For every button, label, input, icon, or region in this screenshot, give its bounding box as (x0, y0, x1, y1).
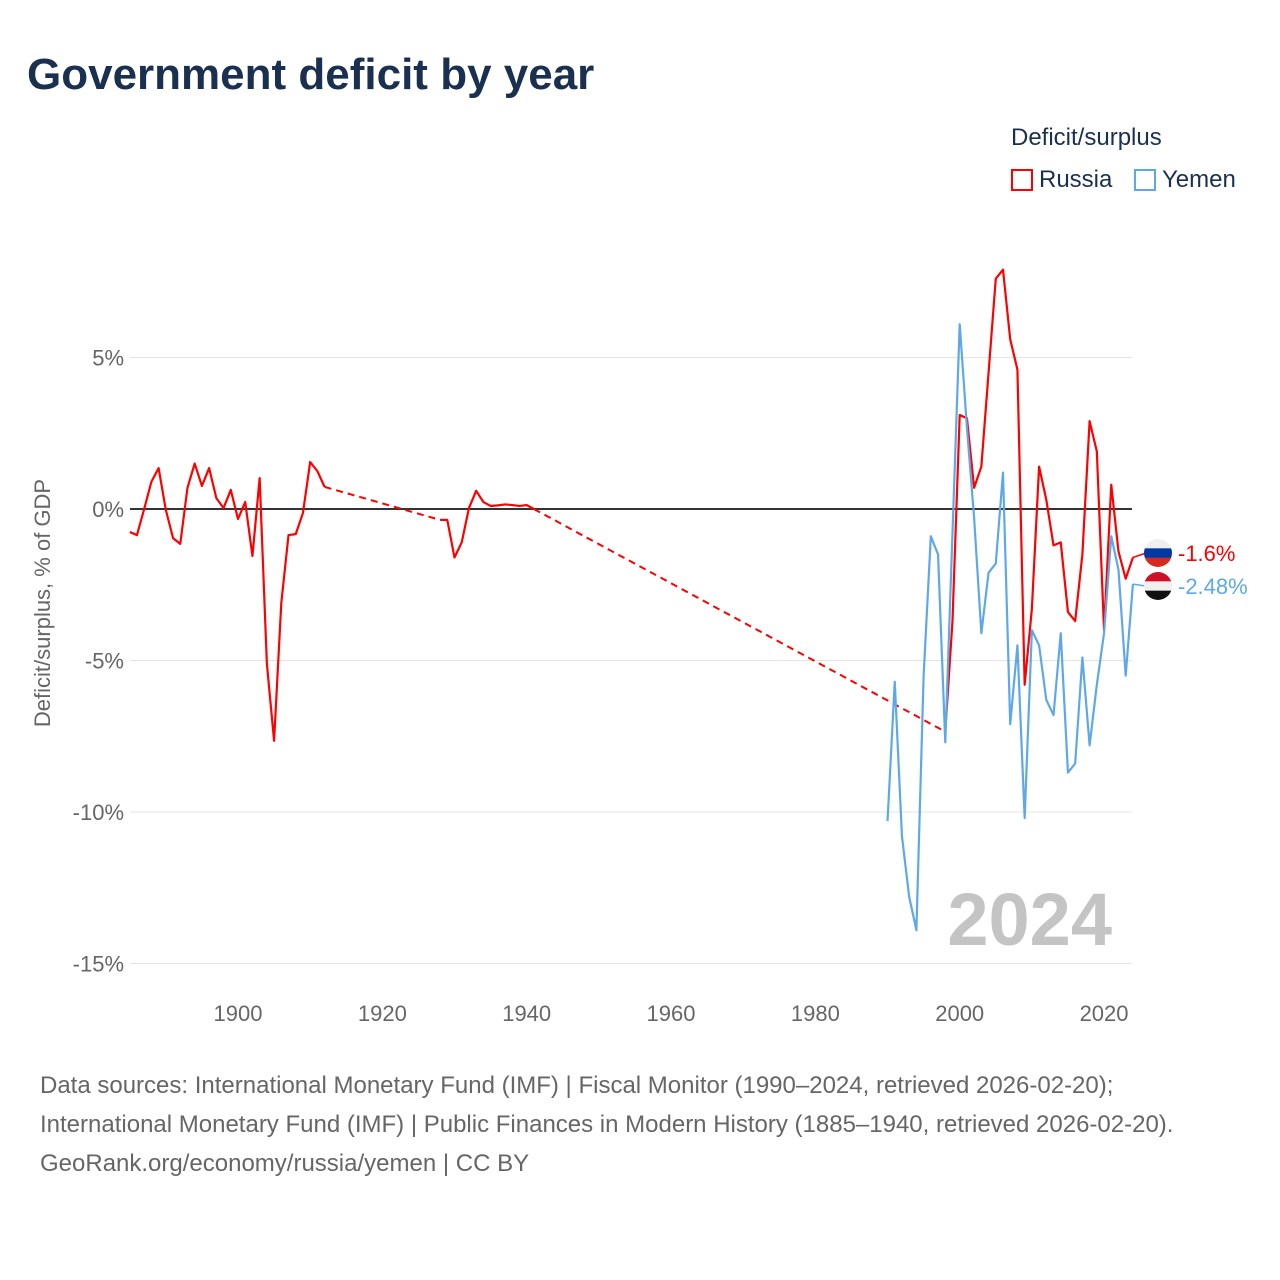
y-tick-label: -10% (73, 800, 124, 825)
x-tick-label: 1920 (358, 1001, 407, 1026)
source-note: Data sources: International Monetary Fun… (40, 1066, 1240, 1183)
legend-label: Yemen (1162, 166, 1236, 193)
series-line-russia (129, 460, 326, 742)
chart-title: Government deficit by year (27, 50, 595, 99)
flag-icon-russia (1144, 539, 1172, 549)
y-tick-label: -5% (85, 649, 124, 674)
end-value-label: -2.48% (1178, 574, 1248, 599)
end-label-connector (1132, 552, 1147, 559)
legend-item-yemen[interactable]: Yemen (1134, 166, 1236, 194)
series-gap-dashed (324, 485, 441, 521)
x-tick-label: 1900 (214, 1001, 263, 1026)
x-tick-label: 1940 (502, 1001, 551, 1026)
source-text: Data sources: International Monetary Fun… (40, 1072, 1174, 1138)
y-tick-label: -15% (73, 952, 124, 977)
flag-icon-russia (1144, 557, 1172, 567)
plot-area: 5% 0% -5% -10% -15% 1900 1920 1940 1960 1980 2000 2… (30, 268, 1248, 1026)
x-tick-label: 1980 (791, 1001, 840, 1026)
year-watermark: 2024 (947, 878, 1112, 961)
flag-icon-yemen (1144, 581, 1172, 592)
series-line-yemen (886, 323, 1135, 932)
series-gap-dashed (533, 508, 946, 733)
series-line-russia (944, 268, 1134, 732)
flag-icon-yemen (1144, 590, 1172, 600)
y-tick-label: 0% (92, 497, 124, 522)
flag-icon-russia (1144, 548, 1172, 559)
end-label-connector (1132, 583, 1147, 587)
legend-swatch-russia (1011, 169, 1033, 191)
y-axis-label: Deficit/surplus, % of GDP (30, 479, 55, 727)
x-tick-label: 1960 (647, 1001, 696, 1026)
x-tick-label: 2020 (1080, 1001, 1129, 1026)
x-tick-label: 2000 (935, 1001, 984, 1026)
source-url[interactable]: GeoRank.org/economy/russia/yemen | CC BY (40, 1150, 530, 1177)
series-line-russia (440, 489, 535, 559)
legend-swatch-yemen (1134, 169, 1156, 191)
flag-icon-yemen (1144, 572, 1172, 582)
legend-title: Deficit/surplus (1011, 124, 1162, 151)
y-tick-label: 5% (92, 346, 124, 371)
legend-item-russia[interactable]: Russia (1011, 166, 1112, 194)
end-value-label: -1.6% (1178, 541, 1235, 566)
legend-label: Russia (1039, 166, 1113, 193)
